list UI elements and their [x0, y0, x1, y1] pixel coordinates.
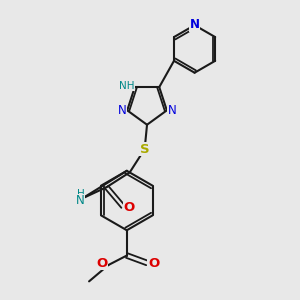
Text: N: N: [118, 104, 126, 118]
Text: N: N: [76, 194, 84, 207]
Text: O: O: [124, 201, 135, 214]
Text: S: S: [140, 142, 149, 156]
Text: N: N: [168, 104, 176, 118]
Text: H: H: [77, 189, 85, 199]
Text: O: O: [148, 257, 159, 270]
Text: N: N: [190, 18, 200, 31]
Text: NH: NH: [119, 81, 134, 91]
Text: O: O: [96, 257, 107, 270]
